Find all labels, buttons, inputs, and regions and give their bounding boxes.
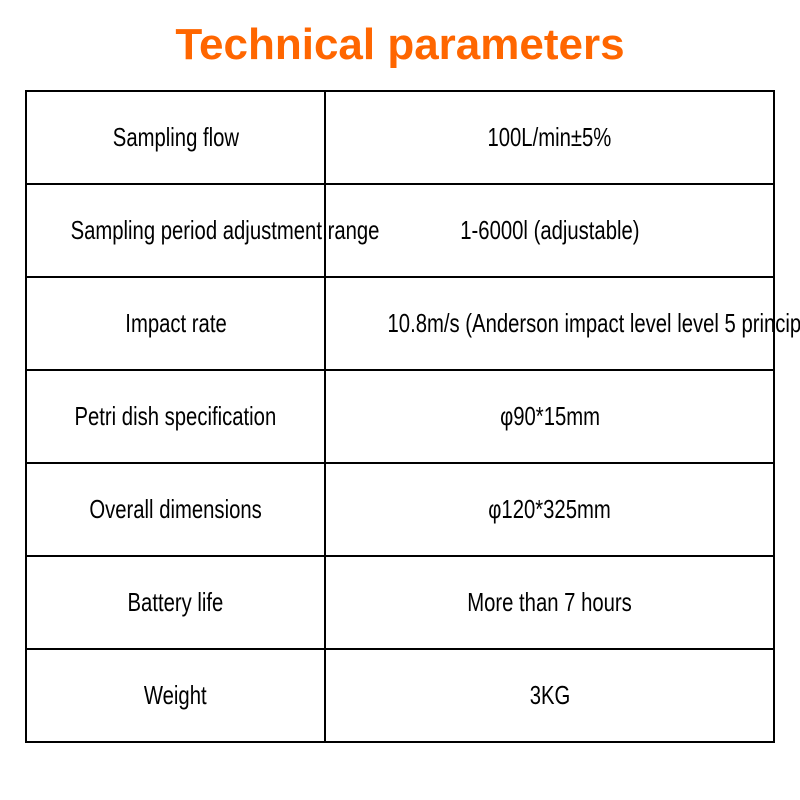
spec-value: 100L/min±5% bbox=[325, 91, 774, 184]
cell-text: φ90*15mm bbox=[500, 401, 600, 432]
table-row: Petri dish specification φ90*15mm bbox=[26, 370, 774, 463]
spec-table: Sampling flow 100L/min±5% Sampling perio… bbox=[25, 90, 775, 743]
spec-label: Petri dish specification bbox=[26, 370, 325, 463]
table-row: Sampling flow 100L/min±5% bbox=[26, 91, 774, 184]
cell-text: Battery life bbox=[128, 587, 224, 618]
table-row: Sampling period adjustment range 1-6000l… bbox=[26, 184, 774, 277]
cell-text: 1-6000l (adjustable) bbox=[460, 215, 639, 246]
spec-value: More than 7 hours bbox=[325, 556, 774, 649]
table-row: Impact rate 10.8m/s (Anderson impact lev… bbox=[26, 277, 774, 370]
cell-text: More than 7 hours bbox=[467, 587, 632, 618]
cell-text: 3KG bbox=[529, 680, 570, 711]
cell-text: 10.8m/s (Anderson impact level level 5 p… bbox=[388, 308, 800, 339]
cell-text: Sampling flow bbox=[112, 122, 238, 153]
spec-table-body: Sampling flow 100L/min±5% Sampling perio… bbox=[26, 91, 774, 742]
cell-text: Impact rate bbox=[125, 308, 226, 339]
cell-text: 100L/min±5% bbox=[488, 122, 612, 153]
cell-text: φ120*325mm bbox=[488, 494, 611, 525]
page-title: Technical parameters bbox=[25, 20, 775, 70]
spec-value: φ90*15mm bbox=[325, 370, 774, 463]
spec-label: Sampling period adjustment range bbox=[26, 184, 325, 277]
spec-label: Overall dimensions bbox=[26, 463, 325, 556]
spec-value: 3KG bbox=[325, 649, 774, 742]
cell-text: Sampling period adjustment range bbox=[71, 215, 380, 246]
spec-label: Sampling flow bbox=[26, 91, 325, 184]
spec-value: 1-6000l (adjustable) bbox=[325, 184, 774, 277]
cell-text: Overall dimensions bbox=[89, 494, 261, 525]
spec-label: Impact rate bbox=[26, 277, 325, 370]
cell-text: Petri dish specification bbox=[75, 401, 277, 432]
cell-text: Weight bbox=[144, 680, 207, 711]
spec-label: Weight bbox=[26, 649, 325, 742]
table-row: Battery life More than 7 hours bbox=[26, 556, 774, 649]
table-row: Weight 3KG bbox=[26, 649, 774, 742]
spec-value: 10.8m/s (Anderson impact level level 5 p… bbox=[325, 277, 774, 370]
table-row: Overall dimensions φ120*325mm bbox=[26, 463, 774, 556]
spec-label: Battery life bbox=[26, 556, 325, 649]
spec-value: φ120*325mm bbox=[325, 463, 774, 556]
